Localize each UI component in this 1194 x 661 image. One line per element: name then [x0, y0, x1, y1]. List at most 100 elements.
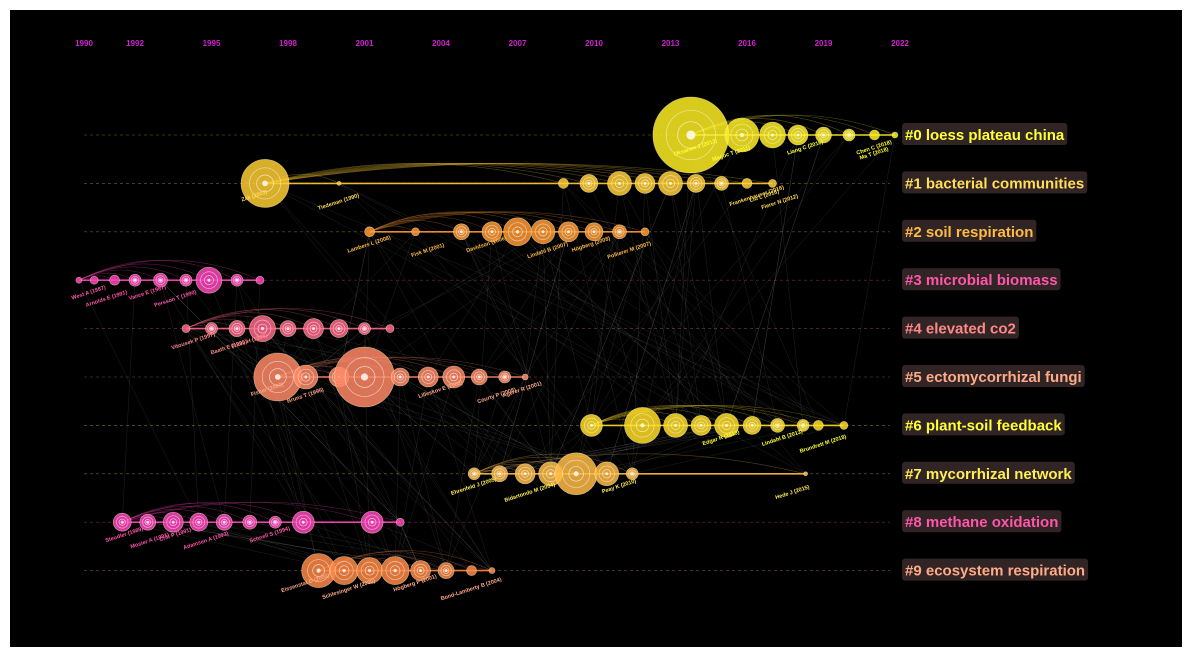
cluster-node[interactable]: [521, 373, 529, 381]
cluster-node[interactable]: [417, 366, 439, 388]
cluster-node[interactable]: [410, 560, 431, 581]
cluster-node[interactable]: [466, 565, 477, 576]
cluster-node[interactable]: [554, 452, 598, 496]
cluster-node[interactable]: [268, 515, 282, 529]
cluster-node[interactable]: [293, 364, 319, 390]
cluster-node[interactable]: [491, 465, 508, 483]
cluster-node[interactable]: [579, 174, 599, 193]
cluster-node[interactable]: [255, 275, 265, 285]
cluster-node[interactable]: [253, 352, 303, 402]
cluster-label-3[interactable]: #3 microbial biomass: [902, 268, 1061, 291]
cluster-node[interactable]: [411, 227, 420, 237]
cluster-node[interactable]: [128, 273, 142, 287]
cluster-node[interactable]: [742, 416, 762, 435]
cluster-node[interactable]: [530, 219, 556, 245]
cluster-label-6[interactable]: #6 plant-soil feedback: [902, 413, 1065, 436]
cluster-label-8[interactable]: #8 methane oxidation: [902, 510, 1062, 533]
cluster-node[interactable]: [329, 556, 359, 585]
cluster-label-0[interactable]: #0 loess plateau china: [902, 123, 1068, 145]
cluster-node[interactable]: [385, 324, 395, 333]
cluster-node[interactable]: [481, 221, 503, 243]
cluster-node[interactable]: [663, 413, 688, 438]
cluster-node[interactable]: [640, 227, 650, 237]
cluster-node[interactable]: [842, 128, 856, 142]
cluster-node[interactable]: [714, 413, 739, 438]
cluster-node[interactable]: [195, 266, 223, 294]
cluster-node[interactable]: [891, 131, 899, 139]
cluster-node[interactable]: [612, 224, 627, 240]
cluster-node[interactable]: [395, 517, 405, 527]
cluster-node[interactable]: [437, 562, 455, 579]
cluster-node[interactable]: [796, 419, 810, 432]
cluster-node[interactable]: [249, 315, 276, 342]
cluster-node[interactable]: [112, 512, 132, 532]
cluster-node[interactable]: [580, 414, 603, 437]
cluster-node[interactable]: [839, 421, 849, 430]
cluster-node[interactable]: [488, 567, 496, 574]
cluster-node[interactable]: [470, 368, 488, 386]
cluster-node[interactable]: [770, 418, 785, 433]
cluster-node[interactable]: [690, 415, 712, 436]
cluster-node[interactable]: [329, 319, 349, 338]
cluster-node[interactable]: [162, 511, 184, 533]
cluster-node[interactable]: [215, 513, 233, 531]
cluster-node[interactable]: [558, 221, 579, 243]
cluster-node[interactable]: [181, 324, 191, 333]
cluster-node[interactable]: [228, 320, 246, 337]
cluster-node[interactable]: [558, 178, 569, 189]
cluster-node[interactable]: [240, 159, 290, 208]
cluster-node[interactable]: [658, 171, 683, 196]
cluster-node[interactable]: [625, 467, 639, 481]
cluster-node[interactable]: [803, 471, 808, 477]
cluster-label-4[interactable]: #4 elevated co2: [902, 316, 1019, 339]
cluster-node[interactable]: [607, 171, 632, 196]
cluster-node[interactable]: [453, 223, 470, 241]
cluster-node[interactable]: [686, 174, 706, 193]
cluster-node[interactable]: [624, 407, 661, 444]
cluster-label-7[interactable]: #7 mycorrhizal network: [902, 461, 1075, 484]
cluster-node[interactable]: [205, 322, 218, 335]
cluster-node[interactable]: [89, 275, 99, 285]
cluster-node[interactable]: [503, 217, 532, 247]
cluster-node[interactable]: [813, 420, 824, 431]
cluster-node[interactable]: [467, 467, 481, 481]
cluster-node[interactable]: [584, 222, 604, 242]
cluster-node[interactable]: [279, 320, 297, 337]
citation-link: [524, 231, 544, 378]
cluster-label-2[interactable]: #2 soil respiration: [902, 219, 1037, 242]
cluster-node[interactable]: [242, 514, 258, 530]
cluster-node[interactable]: [815, 126, 832, 144]
cluster-node[interactable]: [336, 181, 342, 186]
cluster-node[interactable]: [498, 370, 512, 384]
cluster-label-1[interactable]: #1 bacterial communities: [902, 171, 1088, 194]
cluster-node[interactable]: [230, 273, 244, 287]
cluster-node[interactable]: [869, 129, 880, 141]
cluster-node[interactable]: [179, 273, 193, 287]
cluster-label-9[interactable]: #9 ecosystem respiration: [902, 558, 1089, 581]
cluster-node[interactable]: [442, 365, 466, 389]
cluster-node[interactable]: [787, 124, 809, 146]
cluster-node[interactable]: [594, 461, 620, 487]
cluster-node[interactable]: [652, 96, 730, 174]
cluster-label-5[interactable]: #5 ectomycorrhizal fungi: [902, 365, 1085, 387]
cluster-node[interactable]: [741, 178, 753, 189]
cluster-node[interactable]: [759, 121, 786, 149]
cluster-node[interactable]: [364, 226, 375, 238]
cluster-node[interactable]: [109, 274, 120, 286]
cluster-node[interactable]: [514, 463, 536, 485]
cluster-node[interactable]: [139, 513, 157, 531]
cluster-node[interactable]: [75, 276, 83, 284]
cluster-node[interactable]: [360, 510, 384, 534]
cluster-node[interactable]: [303, 318, 324, 339]
cluster-node[interactable]: [714, 176, 729, 191]
cluster-node[interactable]: [334, 346, 395, 408]
cluster-node[interactable]: [768, 179, 777, 188]
cluster-node[interactable]: [390, 367, 410, 387]
cluster-node[interactable]: [724, 117, 760, 153]
cluster-node[interactable]: [634, 173, 656, 194]
cluster-node[interactable]: [153, 272, 168, 288]
cluster-node[interactable]: [291, 510, 315, 534]
cluster-node[interactable]: [189, 512, 209, 532]
cluster-node[interactable]: [380, 556, 410, 585]
cluster-node[interactable]: [358, 322, 371, 335]
